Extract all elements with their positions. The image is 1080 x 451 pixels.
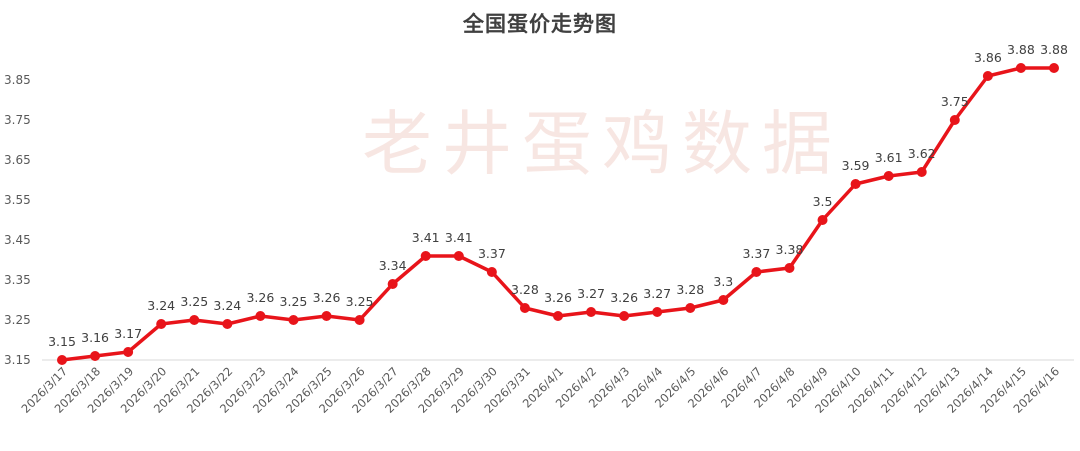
data-label: 3.75 [941, 94, 969, 109]
data-point [1049, 63, 1059, 73]
data-label: 3.26 [544, 290, 572, 305]
data-point [387, 279, 398, 289]
y-tick-label: 3.55 [4, 193, 31, 207]
data-point [553, 311, 563, 321]
y-tick-label: 3.75 [4, 113, 31, 127]
y-tick-label: 3.65 [4, 153, 31, 167]
data-point [123, 347, 134, 357]
data-point [189, 315, 200, 325]
data-point [321, 311, 332, 321]
data-point [1015, 63, 1026, 73]
data-label: 3.37 [742, 246, 770, 261]
data-point [519, 303, 530, 313]
data-point [916, 167, 927, 177]
data-label: 3.24 [147, 298, 175, 313]
data-label: 3.24 [213, 298, 241, 313]
data-label: 3.16 [81, 330, 109, 345]
data-label: 3.27 [577, 286, 605, 301]
data-point [718, 295, 729, 305]
x-tick-labels: 2026/3/172026/3/182026/3/192026/3/202026… [19, 364, 1063, 416]
data-label: 3.62 [908, 146, 936, 161]
data-label: 3.88 [1007, 42, 1035, 57]
data-label: 3.26 [313, 290, 341, 305]
data-point [652, 307, 663, 317]
data-point [619, 311, 630, 321]
data-label: 3.26 [246, 290, 274, 305]
data-label: 3.61 [875, 150, 903, 165]
watermark: 老井蛋鸡数据 [362, 103, 842, 185]
data-label: 3.37 [478, 246, 506, 261]
data-point [486, 267, 497, 277]
y-tick-label: 3.85 [4, 73, 31, 87]
data-point [354, 315, 365, 325]
data-label: 3.34 [379, 258, 407, 273]
data-point [420, 251, 431, 261]
data-label: 3.15 [48, 334, 76, 349]
y-tick-label: 3.35 [4, 273, 31, 287]
data-point [288, 315, 299, 325]
data-point [255, 311, 266, 321]
y-tick-label: 3.15 [4, 353, 31, 367]
data-label: 3.41 [445, 230, 473, 245]
data-point [222, 319, 233, 329]
data-label: 3.86 [974, 50, 1002, 65]
data-points [57, 63, 1059, 365]
data-label: 3.59 [842, 158, 870, 173]
data-label: 3.28 [676, 282, 704, 297]
data-point [685, 303, 696, 313]
data-label: 3.88 [1040, 42, 1068, 57]
y-tick-label: 3.25 [4, 313, 31, 327]
data-point [751, 267, 762, 277]
chart-title: 全国蛋价走势图 [463, 11, 617, 36]
data-label: 3.25 [280, 294, 308, 309]
data-point [784, 263, 795, 273]
data-label: 3.27 [643, 286, 671, 301]
data-point [883, 171, 894, 181]
data-label: 3.25 [346, 294, 374, 309]
data-point [817, 215, 828, 225]
y-tick-labels: 3.15 3.25 3.35 3.45 3.55 3.65 3.75 3.85 [4, 73, 31, 367]
data-point [586, 307, 597, 317]
data-point [982, 71, 993, 81]
data-point [156, 319, 167, 329]
data-label: 3.3 [713, 274, 733, 289]
data-label: 3.38 [776, 242, 804, 257]
data-label: 3.5 [813, 194, 833, 209]
data-point [57, 355, 67, 365]
data-labels: 3.15 3.16 3.17 3.24 3.25 3.24 3.26 3.25 3.26 3.25… [48, 42, 1068, 349]
data-label: 3.25 [180, 294, 208, 309]
data-point [850, 179, 861, 189]
data-label: 3.26 [610, 290, 638, 305]
data-point [453, 251, 464, 261]
data-label: 3.41 [412, 230, 440, 245]
data-point [90, 351, 101, 361]
data-label: 3.17 [114, 326, 142, 341]
y-tick-label: 3.45 [4, 233, 31, 247]
data-label: 3.28 [511, 282, 539, 297]
data-point [949, 115, 960, 125]
